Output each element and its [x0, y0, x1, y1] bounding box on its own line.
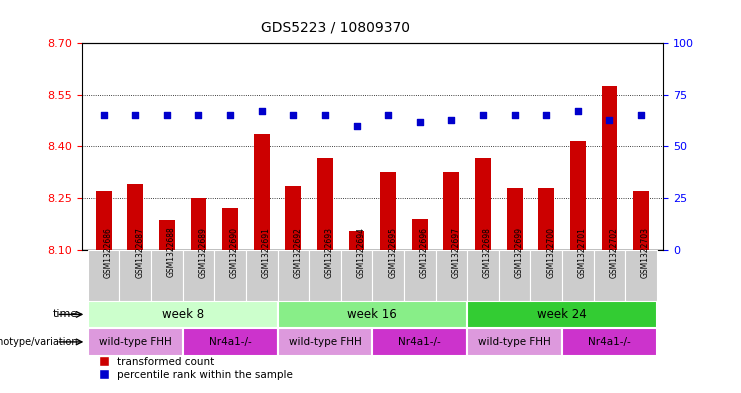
Text: week 8: week 8 — [162, 308, 204, 321]
Text: GSM1322695: GSM1322695 — [388, 227, 397, 277]
Bar — [404, 250, 436, 301]
Point — [225, 112, 236, 119]
Bar — [562, 328, 657, 356]
Bar — [214, 250, 246, 301]
Text: Nr4a1-/-: Nr4a1-/- — [399, 337, 441, 347]
Bar — [159, 220, 175, 250]
Bar — [127, 184, 143, 250]
Bar — [602, 86, 617, 250]
Text: wild-type FHH: wild-type FHH — [478, 337, 551, 347]
Bar — [499, 250, 531, 301]
Point — [256, 108, 268, 114]
Bar — [467, 301, 657, 328]
Bar — [349, 231, 365, 250]
Bar — [467, 250, 499, 301]
Point — [130, 112, 142, 119]
Point — [635, 112, 647, 119]
Bar — [285, 186, 302, 250]
Bar — [625, 250, 657, 301]
Bar — [183, 250, 214, 301]
Bar — [278, 301, 467, 328]
Point — [572, 108, 584, 114]
Bar — [278, 250, 309, 301]
Text: genotype/variation: genotype/variation — [0, 337, 78, 347]
Bar — [594, 250, 625, 301]
Bar — [570, 141, 585, 250]
Point — [161, 112, 173, 119]
Bar — [190, 198, 207, 250]
Bar — [475, 158, 491, 250]
Bar — [88, 301, 278, 328]
Point — [319, 112, 331, 119]
Point — [477, 112, 489, 119]
Bar — [467, 328, 562, 356]
Bar — [373, 250, 404, 301]
Bar — [151, 250, 183, 301]
Bar — [222, 208, 238, 250]
Bar — [341, 250, 373, 301]
Bar — [309, 250, 341, 301]
Point — [193, 112, 205, 119]
Text: wild-type FHH: wild-type FHH — [99, 337, 172, 347]
Text: GDS5223 / 10809370: GDS5223 / 10809370 — [261, 20, 410, 35]
Bar — [246, 250, 278, 301]
Text: GSM1322697: GSM1322697 — [451, 227, 460, 277]
Point — [382, 112, 394, 119]
Bar — [507, 187, 522, 250]
Bar — [96, 191, 112, 250]
Point — [508, 112, 520, 119]
Text: GSM1322689: GSM1322689 — [199, 227, 207, 277]
Text: Nr4a1-/-: Nr4a1-/- — [588, 337, 631, 347]
Text: week 16: week 16 — [348, 308, 397, 321]
Bar — [562, 250, 594, 301]
Point — [540, 112, 552, 119]
Text: GSM1322696: GSM1322696 — [419, 227, 429, 277]
Bar — [538, 187, 554, 250]
Text: GSM1322692: GSM1322692 — [293, 227, 302, 277]
Text: Nr4a1-/-: Nr4a1-/- — [209, 337, 251, 347]
Bar — [443, 172, 459, 250]
Text: GSM1322701: GSM1322701 — [578, 227, 587, 277]
Bar — [531, 250, 562, 301]
Text: GSM1322690: GSM1322690 — [230, 227, 239, 277]
Text: GSM1322693: GSM1322693 — [325, 227, 334, 277]
Point — [98, 112, 110, 119]
Bar — [436, 250, 467, 301]
Text: GSM1322698: GSM1322698 — [483, 227, 492, 277]
Point — [288, 112, 299, 119]
Bar — [380, 172, 396, 250]
Text: GSM1322700: GSM1322700 — [546, 227, 555, 277]
Text: GSM1322687: GSM1322687 — [136, 227, 144, 277]
Point — [603, 116, 615, 123]
Bar — [183, 328, 278, 356]
Bar — [88, 250, 119, 301]
Bar — [254, 134, 270, 250]
Text: GSM1322703: GSM1322703 — [641, 227, 650, 277]
Text: wild-type FHH: wild-type FHH — [288, 337, 362, 347]
Bar — [412, 219, 428, 250]
Bar — [278, 328, 373, 356]
Text: GSM1322691: GSM1322691 — [262, 227, 270, 277]
Text: GSM1322702: GSM1322702 — [609, 227, 619, 277]
Bar — [373, 328, 467, 356]
Text: week 24: week 24 — [537, 308, 587, 321]
Text: GSM1322688: GSM1322688 — [167, 227, 176, 277]
Bar — [119, 250, 151, 301]
Point — [350, 123, 362, 129]
Point — [413, 118, 425, 125]
Point — [445, 116, 457, 123]
Bar — [317, 158, 333, 250]
Text: time: time — [53, 309, 78, 320]
Text: GSM1322694: GSM1322694 — [356, 227, 365, 277]
Bar — [633, 191, 649, 250]
Bar — [88, 328, 183, 356]
Text: GSM1322686: GSM1322686 — [104, 227, 113, 277]
Legend: transformed count, percentile rank within the sample: transformed count, percentile rank withi… — [94, 353, 297, 384]
Text: GSM1322699: GSM1322699 — [514, 227, 524, 277]
